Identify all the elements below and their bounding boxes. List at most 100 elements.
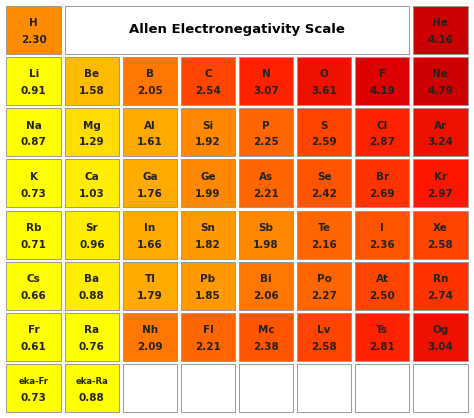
- Bar: [7, 313, 61, 361]
- Bar: [239, 108, 293, 156]
- Text: Na: Na: [26, 120, 42, 130]
- Text: Fr: Fr: [28, 325, 40, 335]
- Text: Sn: Sn: [201, 223, 215, 233]
- Text: Te: Te: [318, 223, 330, 233]
- Bar: [7, 108, 61, 156]
- Text: As: As: [259, 172, 273, 182]
- Text: 0.87: 0.87: [21, 138, 47, 148]
- Text: 0.61: 0.61: [21, 342, 46, 352]
- Text: At: At: [376, 274, 389, 284]
- Text: 0.73: 0.73: [21, 393, 47, 403]
- Text: 2.09: 2.09: [137, 342, 163, 352]
- Text: 2.30: 2.30: [21, 35, 46, 45]
- Text: Sr: Sr: [85, 223, 98, 233]
- Text: 0.88: 0.88: [79, 393, 105, 403]
- Text: 3.04: 3.04: [427, 342, 453, 352]
- Text: 1.82: 1.82: [195, 240, 221, 250]
- Bar: [413, 57, 467, 105]
- Bar: [64, 262, 119, 310]
- Text: 1.58: 1.58: [79, 86, 105, 96]
- Bar: [7, 364, 61, 412]
- Text: 1.03: 1.03: [79, 189, 105, 199]
- Bar: [413, 108, 467, 156]
- Text: Bi: Bi: [260, 274, 272, 284]
- Bar: [123, 159, 177, 207]
- Text: O: O: [320, 69, 328, 79]
- Text: Be: Be: [84, 69, 100, 79]
- Text: Li: Li: [28, 69, 39, 79]
- Text: Cs: Cs: [27, 274, 41, 284]
- Text: 2.36: 2.36: [369, 240, 395, 250]
- Text: eka-Fr: eka-Fr: [19, 377, 49, 386]
- Text: N: N: [262, 69, 270, 79]
- Text: Po: Po: [317, 274, 331, 284]
- Text: 2.97: 2.97: [428, 189, 453, 199]
- Bar: [181, 364, 235, 412]
- Text: In: In: [144, 223, 155, 233]
- Text: Rb: Rb: [26, 223, 42, 233]
- Bar: [64, 364, 119, 412]
- Text: 1.99: 1.99: [195, 189, 221, 199]
- Text: 1.92: 1.92: [195, 138, 221, 148]
- Text: S: S: [320, 120, 328, 130]
- Text: Tl: Tl: [145, 274, 155, 284]
- Bar: [413, 364, 467, 412]
- Text: Lv: Lv: [318, 325, 331, 335]
- Text: Pb: Pb: [201, 274, 216, 284]
- Text: Cl: Cl: [376, 120, 388, 130]
- Text: 2.42: 2.42: [311, 189, 337, 199]
- Text: 0.73: 0.73: [21, 189, 47, 199]
- Bar: [123, 108, 177, 156]
- Bar: [355, 57, 410, 105]
- Bar: [297, 57, 351, 105]
- Bar: [413, 6, 467, 54]
- Text: I: I: [380, 223, 384, 233]
- Text: C: C: [204, 69, 212, 79]
- Text: Fl: Fl: [202, 325, 213, 335]
- Text: 2.74: 2.74: [427, 291, 453, 301]
- Text: 2.21: 2.21: [195, 342, 221, 352]
- Bar: [239, 262, 293, 310]
- Text: 2.16: 2.16: [311, 240, 337, 250]
- Bar: [413, 262, 467, 310]
- Text: 0.66: 0.66: [21, 291, 46, 301]
- Bar: [297, 262, 351, 310]
- Bar: [7, 57, 61, 105]
- Bar: [355, 159, 410, 207]
- Text: Ts: Ts: [376, 325, 388, 335]
- Text: 0.76: 0.76: [79, 342, 105, 352]
- Bar: [123, 313, 177, 361]
- Text: eka-Ra: eka-Ra: [75, 377, 108, 386]
- Text: Ga: Ga: [142, 172, 158, 182]
- Bar: [239, 159, 293, 207]
- Text: Si: Si: [202, 120, 213, 130]
- Text: K: K: [30, 172, 38, 182]
- Text: 2.25: 2.25: [253, 138, 279, 148]
- Text: 2.81: 2.81: [369, 342, 395, 352]
- Bar: [355, 108, 410, 156]
- Bar: [297, 364, 351, 412]
- Text: 2.69: 2.69: [369, 189, 395, 199]
- Text: 1.66: 1.66: [137, 240, 163, 250]
- Bar: [64, 211, 119, 259]
- Text: 2.05: 2.05: [137, 86, 163, 96]
- Text: B: B: [146, 69, 154, 79]
- Text: 4.16: 4.16: [427, 35, 453, 45]
- Text: Allen Electronegativity Scale: Allen Electronegativity Scale: [129, 23, 345, 36]
- Text: 0.91: 0.91: [21, 86, 46, 96]
- Bar: [7, 211, 61, 259]
- Bar: [297, 211, 351, 259]
- Text: F: F: [379, 69, 386, 79]
- Text: 2.38: 2.38: [253, 342, 279, 352]
- Bar: [123, 364, 177, 412]
- Text: Ca: Ca: [84, 172, 99, 182]
- Text: Mc: Mc: [258, 325, 274, 335]
- Text: 1.85: 1.85: [195, 291, 221, 301]
- Bar: [413, 313, 467, 361]
- Bar: [7, 159, 61, 207]
- Bar: [123, 211, 177, 259]
- Text: 2.58: 2.58: [428, 240, 453, 250]
- Bar: [181, 159, 235, 207]
- Bar: [355, 364, 410, 412]
- Bar: [64, 6, 410, 54]
